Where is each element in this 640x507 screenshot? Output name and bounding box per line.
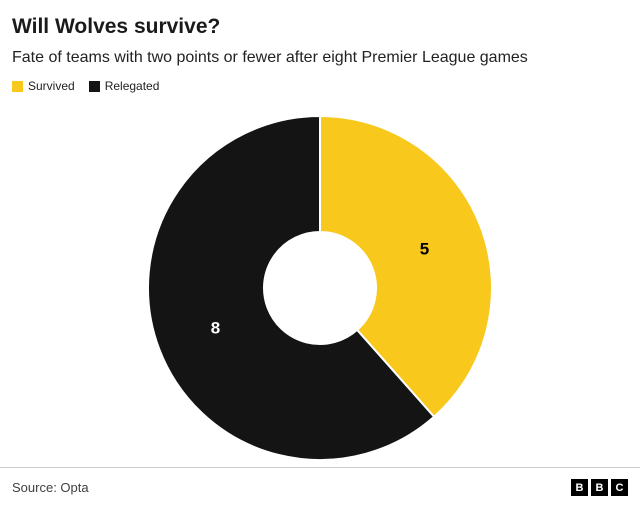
legend-item-relegated: Relegated <box>88 79 160 94</box>
donut-slice-survived <box>319 114 493 419</box>
legend-label-survived: Survived <box>28 79 75 94</box>
legend-item-survived: Survived <box>12 79 75 93</box>
bbc-logo-block: B <box>591 479 608 496</box>
legend-label-relegated: Relegated <box>104 79 160 94</box>
slice-value-label-relegated: 8 <box>211 319 220 338</box>
legend-swatch-survived <box>12 80 23 92</box>
legend-swatch-relegated <box>88 80 100 92</box>
slice-value-label-survived: 5 <box>420 239 429 258</box>
donut-chart: 58 <box>147 114 493 461</box>
donut-slices <box>147 114 493 461</box>
bbc-logo-block: B <box>571 479 588 496</box>
bbc-logo-block: C <box>611 479 628 496</box>
donut-slice-relegated <box>147 114 436 461</box>
chart-legend: Survived Relegated <box>12 79 626 93</box>
page-title: Will Wolves survive? <box>12 15 221 38</box>
footer: Source: Opta B B C <box>0 467 640 507</box>
source-text: Source: Opta <box>12 480 89 495</box>
page-subtitle: Fate of teams with two points or fewer a… <box>12 49 528 67</box>
bbc-logo: B B C <box>571 479 628 496</box>
chart-header: Will Wolves survive? Fate of teams with … <box>0 0 640 93</box>
slice-labels: 58 <box>211 239 429 337</box>
